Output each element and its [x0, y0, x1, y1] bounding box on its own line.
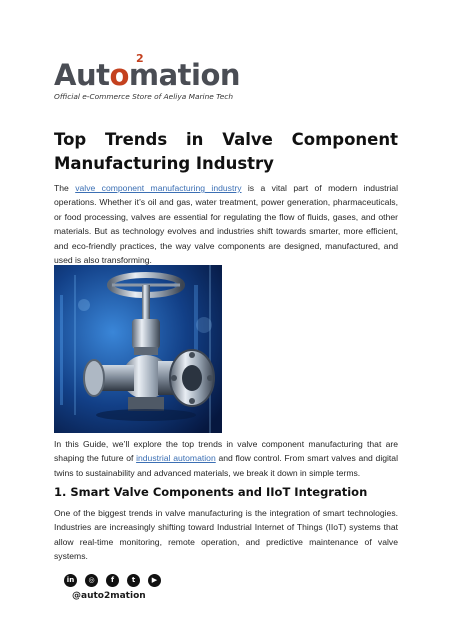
- logo-wordmark: Automation: [54, 58, 241, 92]
- valve-illustration: [54, 265, 222, 433]
- twitter-icon[interactable]: t: [127, 574, 140, 587]
- instagram-icon[interactable]: ◎: [85, 574, 98, 587]
- article-title: Top Trends in Valve Component Manufactur…: [54, 130, 398, 173]
- section1-paragraph: One of the biggest trends in valve manuf…: [54, 508, 398, 562]
- social-links: in ◎ f t ▶ @auto2mation: [64, 574, 184, 614]
- valve-hero-image: [54, 265, 222, 433]
- guide-paragraph: In this Guide, we’ll explore the top tre…: [54, 439, 398, 478]
- brand-logo[interactable]: Automation 2 Official e-Commerce Store o…: [54, 52, 254, 108]
- industrial-automation-link[interactable]: industrial automation: [136, 453, 216, 464]
- logo-tagline: Official e-Commerce Store of Aeliya Mari…: [54, 92, 234, 101]
- linkedin-icon[interactable]: in: [64, 574, 77, 587]
- logo-superscript: 2: [136, 52, 144, 65]
- facebook-icon[interactable]: f: [106, 574, 119, 587]
- social-handle[interactable]: @auto2mation: [72, 591, 146, 601]
- intro-paragraph: The valve component manufacturing indust…: [54, 183, 398, 266]
- section-heading-smart-valves: 1. Smart Valve Components and IIoT Integ…: [54, 485, 368, 499]
- valve-industry-link[interactable]: valve component manufacturing industry: [75, 183, 242, 193]
- youtube-icon[interactable]: ▶: [148, 574, 161, 587]
